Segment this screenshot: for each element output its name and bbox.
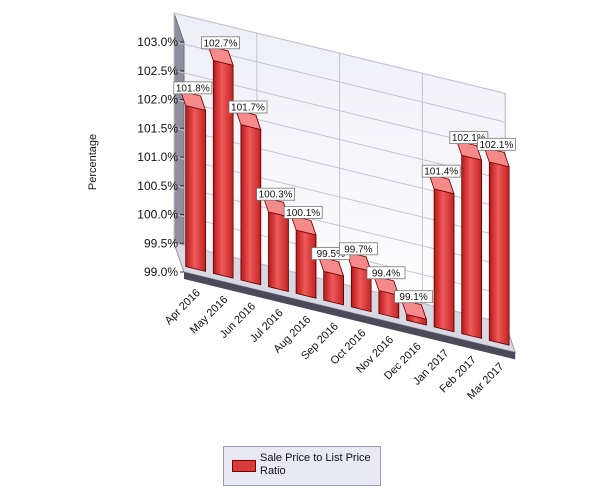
bar bbox=[483, 146, 510, 346]
bar-front bbox=[488, 161, 510, 346]
bar-top bbox=[456, 140, 483, 161]
data-label: 101.8% bbox=[173, 81, 213, 95]
data-label-text: 101.7% bbox=[231, 103, 265, 114]
y-tick-label: 99.5% bbox=[144, 236, 178, 250]
bar-top bbox=[373, 275, 400, 296]
bar-front bbox=[295, 229, 317, 299]
bar-front bbox=[240, 124, 262, 286]
legend-swatch bbox=[232, 460, 256, 472]
data-label-box bbox=[256, 187, 296, 201]
y-tick-label: 101.0% bbox=[137, 150, 178, 164]
data-label: 102.1% bbox=[476, 137, 516, 151]
bar bbox=[456, 140, 483, 339]
data-label-box bbox=[173, 81, 213, 95]
data-label-text: 99.4% bbox=[372, 268, 400, 279]
data-label-text: 102.1% bbox=[479, 140, 513, 151]
legend: Sale Price to List Price Ratio bbox=[223, 446, 381, 486]
bar-top bbox=[318, 256, 345, 277]
bar-top bbox=[483, 146, 510, 168]
bar bbox=[180, 90, 207, 272]
data-label-text: 99.5% bbox=[317, 249, 345, 260]
data-label-text: 99.1% bbox=[399, 292, 427, 303]
data-label-box bbox=[338, 242, 378, 256]
data-label: 99.4% bbox=[366, 266, 406, 280]
y-tick-label: 101.5% bbox=[137, 121, 178, 135]
y-tick-label: 102.0% bbox=[137, 93, 178, 107]
bar-top bbox=[400, 299, 427, 320]
data-label-text: 102.7% bbox=[203, 38, 237, 49]
bar-front bbox=[461, 154, 482, 339]
data-label-text: 101.4% bbox=[424, 167, 458, 178]
data-label: 100.1% bbox=[283, 205, 323, 219]
bar bbox=[290, 215, 317, 299]
bar-top bbox=[235, 109, 262, 131]
data-label-text: 100.3% bbox=[259, 190, 293, 201]
data-label: 99.1% bbox=[394, 290, 434, 304]
data-label-text: 101.8% bbox=[176, 83, 210, 94]
floor-edge bbox=[184, 272, 516, 360]
side-wall bbox=[173, 12, 185, 273]
data-label: 102.7% bbox=[200, 36, 240, 50]
data-label-box bbox=[283, 205, 323, 219]
bar-top bbox=[180, 90, 207, 111]
bar-front bbox=[212, 59, 234, 279]
bar bbox=[428, 173, 455, 333]
y-axis-ticks: 99.0% 99.5% 100.0% 100.5% 101.0% 101.5% 102.0%… bbox=[137, 35, 184, 279]
bar-front bbox=[433, 188, 455, 333]
y-tick-label: 102.5% bbox=[137, 64, 178, 78]
bar-front bbox=[185, 105, 206, 272]
data-label-box bbox=[228, 100, 268, 114]
data-label-box bbox=[421, 164, 461, 178]
bars bbox=[180, 45, 510, 346]
bar-top bbox=[262, 196, 289, 218]
y-tick-label: 100.0% bbox=[137, 208, 178, 222]
bar bbox=[318, 256, 345, 306]
data-labels: 101.8% 102.7% 101.7% 100.3% 100.1% 99.5% 99.7%… bbox=[173, 36, 516, 304]
data-label-text: 100.1% bbox=[286, 208, 320, 219]
y-tick-label: 103.0% bbox=[137, 35, 178, 49]
data-label-text: 102.1% bbox=[452, 133, 486, 144]
data-label-box bbox=[394, 290, 434, 304]
bar-front bbox=[268, 211, 289, 293]
data-label: 100.3% bbox=[256, 187, 296, 201]
data-label-box bbox=[200, 36, 240, 50]
bar-front bbox=[323, 270, 344, 306]
legend-label: Sale Price to List Price Ratio bbox=[260, 452, 371, 477]
data-label: 101.7% bbox=[228, 100, 268, 114]
bar bbox=[373, 275, 400, 319]
bar-top bbox=[290, 215, 317, 236]
y-tick-label: 99.0% bbox=[144, 265, 178, 279]
data-label-box bbox=[476, 137, 516, 151]
y-tick-label: 100.5% bbox=[137, 179, 178, 193]
data-label-text: 99.7% bbox=[344, 244, 372, 255]
data-label-box bbox=[366, 266, 406, 280]
bar bbox=[400, 299, 427, 326]
bar-top bbox=[428, 173, 455, 195]
bar-top bbox=[207, 45, 234, 66]
data-label: 99.7% bbox=[338, 242, 378, 256]
data-label: 101.4% bbox=[421, 164, 461, 178]
y-axis-label: Percentage bbox=[87, 134, 99, 190]
